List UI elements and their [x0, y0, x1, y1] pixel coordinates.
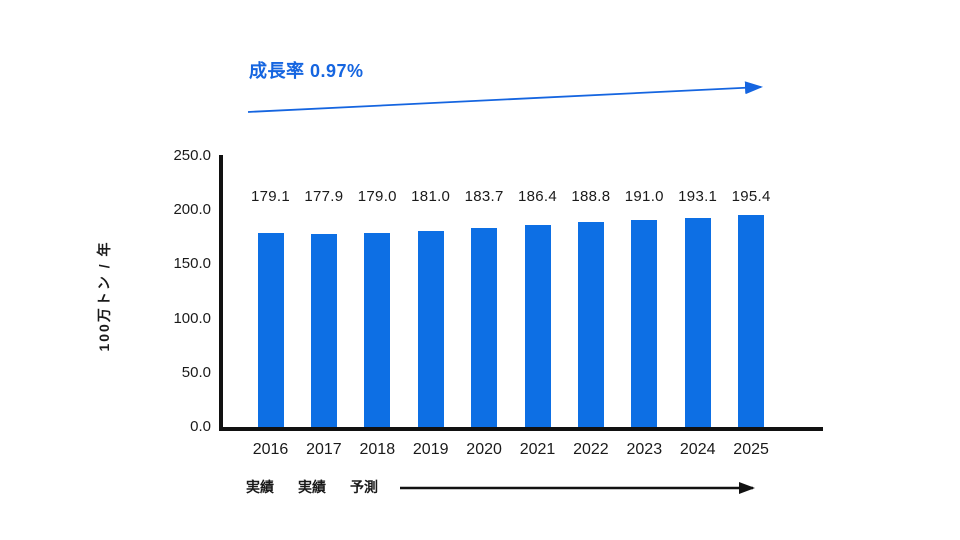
bar-value-label: 179.1	[250, 188, 291, 205]
y-axis-title: 100万トン / 年	[96, 240, 112, 352]
bar-2019	[417, 230, 444, 427]
y-axis-tick-label: 200.0	[173, 201, 211, 219]
x-axis-label: 2019	[412, 441, 449, 458]
bar-2021	[524, 224, 551, 427]
bar-2025	[738, 215, 765, 427]
x-axis-label: 2023	[626, 441, 663, 458]
x-axis-label: 2025	[733, 441, 769, 458]
period-label-2: 実績	[298, 479, 326, 495]
y-axis-tick-label: 250.0	[173, 147, 211, 164]
y-axis-tick-label: 150.0	[173, 255, 211, 273]
x-axis-label: 2022	[573, 441, 609, 458]
bar-value-label: 181.0	[411, 188, 451, 205]
x-axis-label: 2024	[679, 441, 716, 458]
x-axis-label: 2018	[359, 441, 396, 458]
bar-2023	[631, 219, 658, 427]
bar-value-label: 177.9	[304, 188, 344, 205]
forecast-period-arrow-icon	[400, 482, 755, 494]
growth-trend-arrow-icon	[247, 81, 763, 113]
bar-value-label: 195.4	[731, 188, 771, 205]
bar-2018	[364, 232, 391, 427]
period-label-1: 実績	[246, 479, 274, 495]
bar-value-label: 188.8	[571, 188, 611, 205]
x-axis-label: 2021	[519, 441, 556, 458]
bar-value-label: 186.4	[517, 188, 558, 205]
bar-2022	[577, 222, 604, 427]
bar-value-label: 179.0	[357, 188, 397, 205]
period-label-3: 予測	[350, 479, 378, 495]
y-axis-tick-label: 0.0	[190, 418, 211, 435]
y-axis-tick-label: 50.0	[181, 363, 211, 381]
x-axis-label: 2016	[252, 441, 289, 458]
bar-2020	[471, 227, 498, 427]
x-axis-label: 2017	[306, 441, 342, 458]
bar-value-label: 183.7	[464, 188, 504, 205]
bar-2016	[257, 232, 284, 427]
bar-2024	[684, 217, 711, 427]
bar-2017	[310, 234, 337, 427]
x-axis-line	[219, 427, 823, 431]
y-axis-line	[219, 155, 223, 431]
bar-value-label: 191.0	[624, 188, 664, 205]
x-axis-label: 2020	[466, 441, 502, 458]
y-axis-tick-label: 100.0	[173, 309, 211, 327]
bar-value-label: 193.1	[678, 188, 718, 205]
growth-rate-label: 成長率 0.97%	[249, 61, 364, 81]
